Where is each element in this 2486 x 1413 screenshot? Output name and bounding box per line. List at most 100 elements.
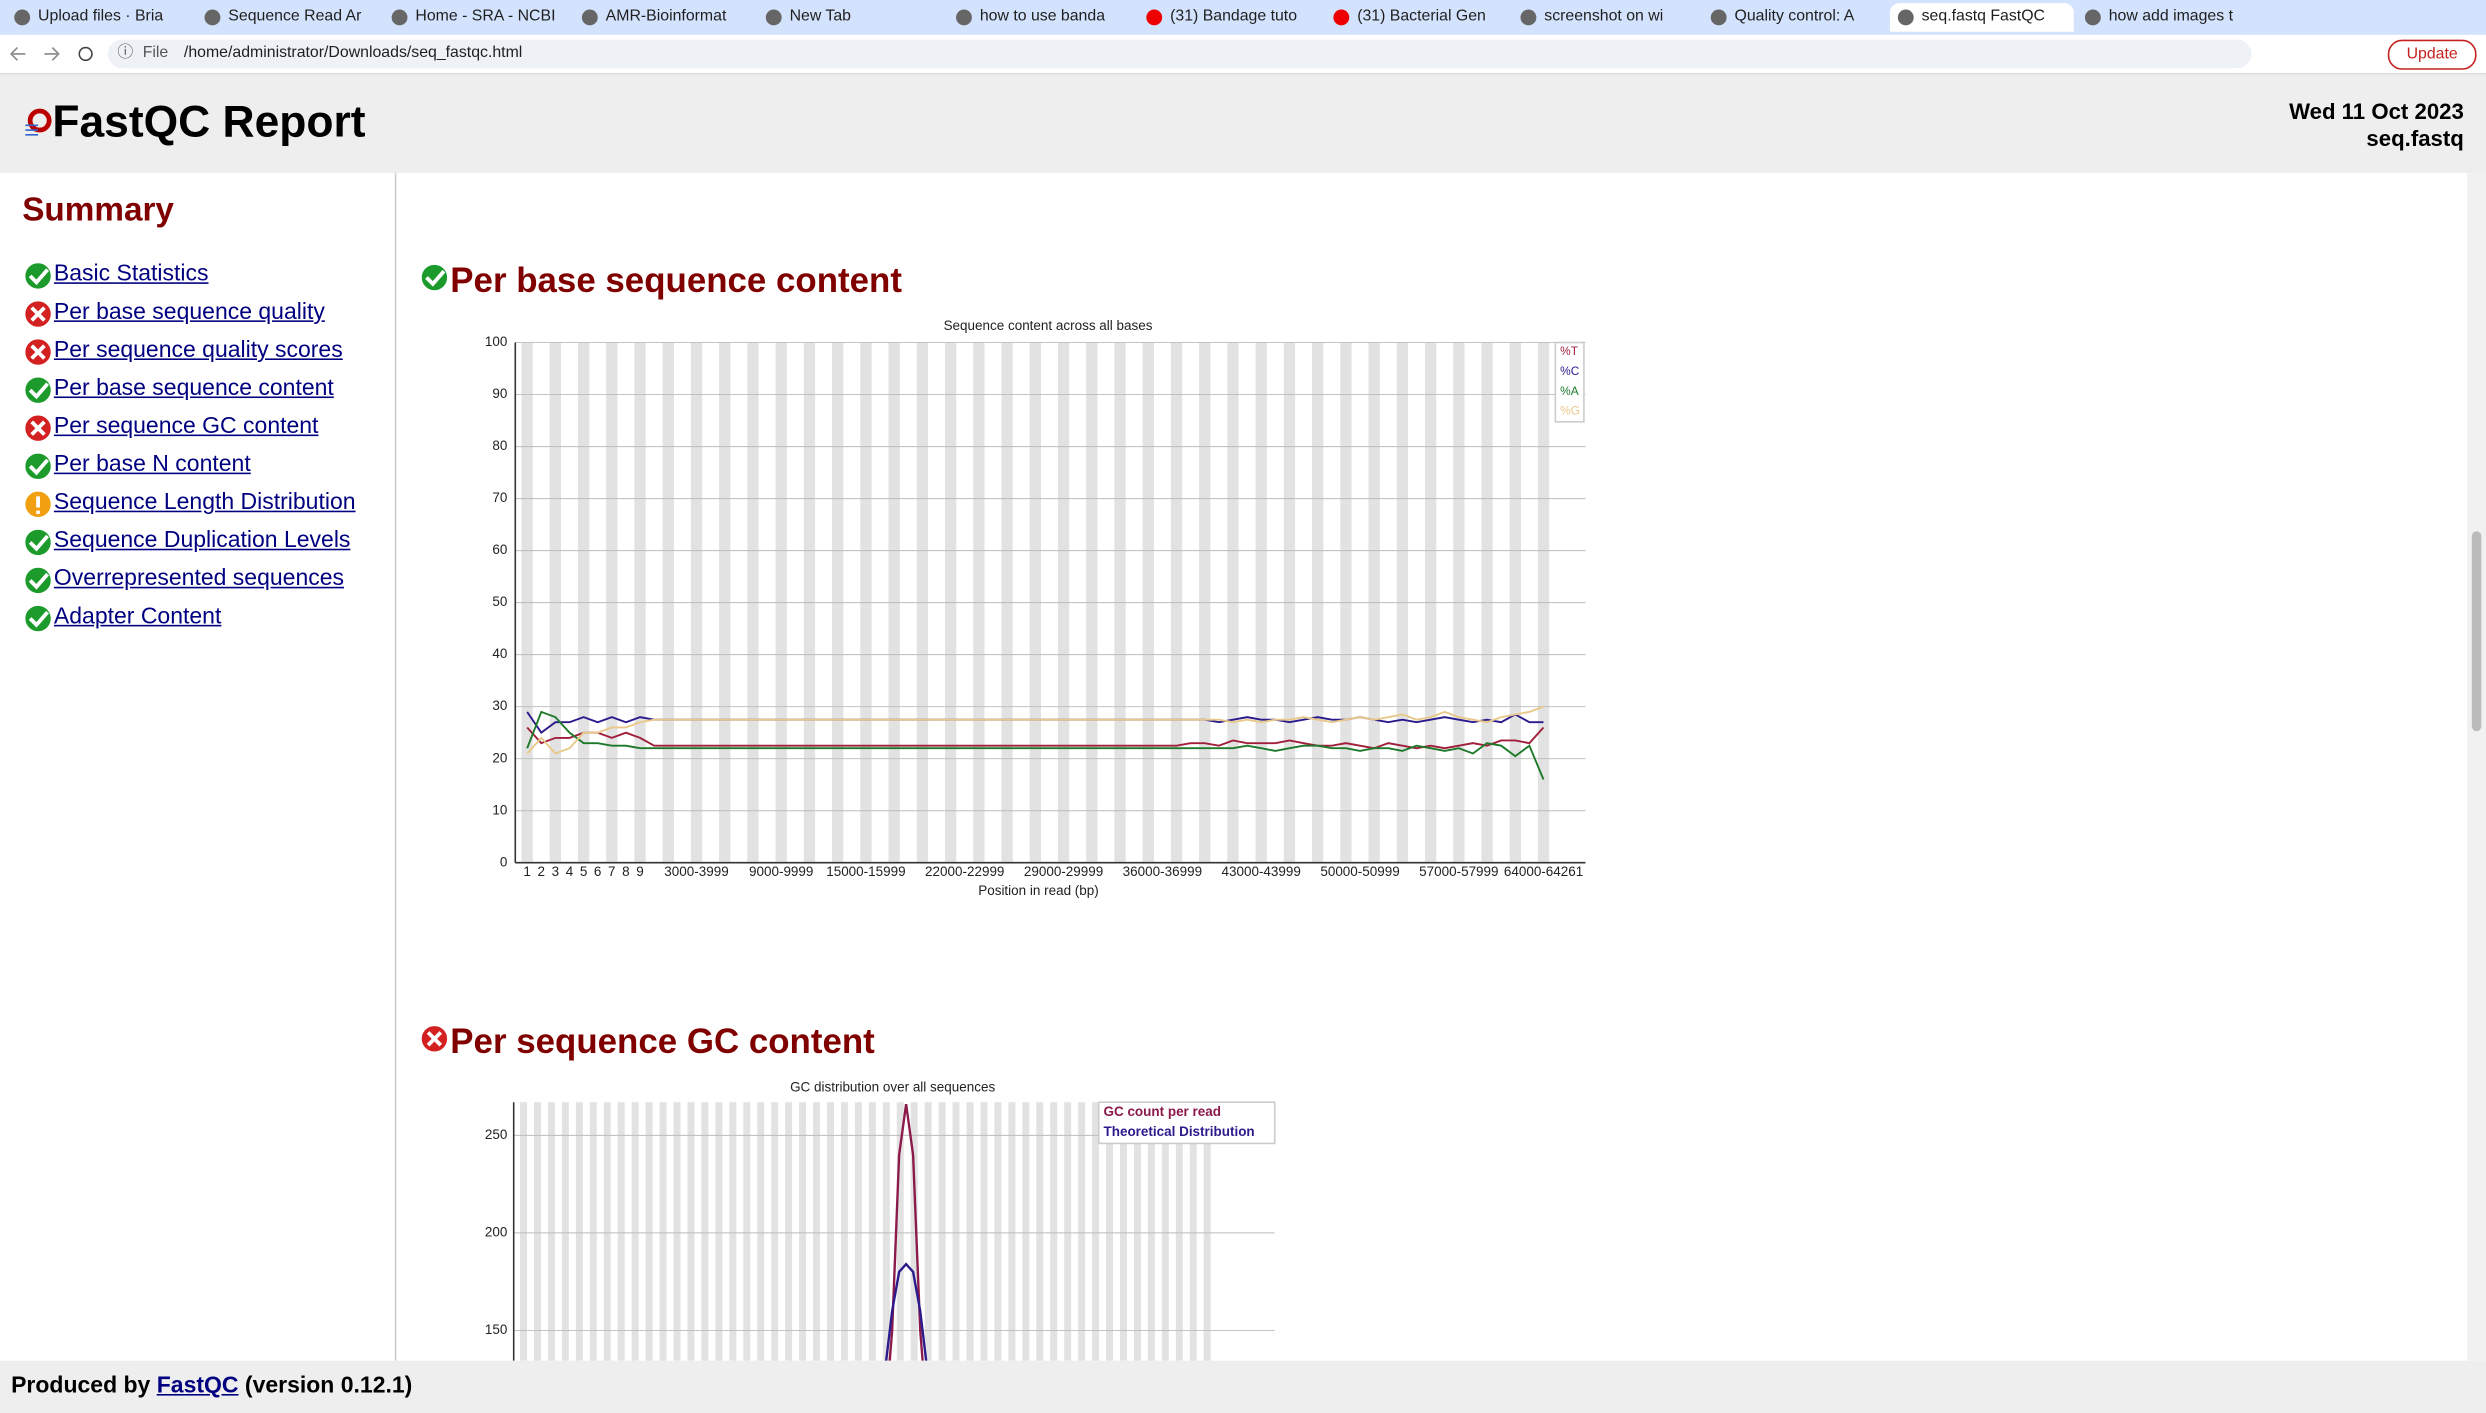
legend-box	[1554, 341, 1585, 423]
browser-tab[interactable]: seq.fastq FastQC	[1889, 3, 2074, 32]
tab-icon	[1333, 9, 1350, 26]
band	[952, 1102, 960, 1361]
legend-entry: GC count per read	[1104, 1104, 1221, 1119]
band	[687, 1102, 695, 1361]
summary-link[interactable]: Sequence Length Distribution	[53, 490, 356, 516]
footer: Produced by FastQC (version 0.12.1)	[0, 1360, 2486, 1413]
x-tick-label: 29000-29999	[1024, 864, 1103, 879]
browser-tab[interactable]: New Tab	[758, 3, 942, 32]
band	[1022, 1102, 1030, 1361]
y-tick-label: 80	[492, 438, 507, 453]
tab-icon	[14, 9, 31, 26]
band	[575, 1102, 583, 1361]
summary-link[interactable]: Adapter Content	[53, 604, 222, 630]
section-heading: Per sequence GC content	[450, 1021, 875, 1061]
series-line	[884, 1262, 928, 1361]
summary-link[interactable]: Per sequence GC content	[53, 413, 319, 440]
band	[1161, 1102, 1169, 1361]
band	[757, 1102, 765, 1361]
series-line	[888, 1103, 924, 1361]
tab-icon	[1710, 9, 1727, 26]
status-icon	[23, 337, 53, 367]
summary-link[interactable]: Per sequence quality scores	[53, 337, 343, 364]
summary-title: Summary	[22, 191, 174, 229]
browser-tab[interactable]: (31) Bacterial Gen	[1325, 3, 1509, 32]
y-tick-label: 100	[485, 334, 507, 349]
summary-link[interactable]: Per base sequence quality	[53, 299, 325, 326]
band	[924, 1102, 932, 1361]
report-title: FastQC Report	[52, 96, 366, 146]
band	[1050, 1102, 1058, 1361]
x-tick-label: 15000-15999	[826, 864, 905, 879]
footer-link[interactable]: FastQC	[156, 1373, 239, 1399]
browser-tab[interactable]: Quality control: A	[1703, 3, 1887, 32]
report-date: Wed 11 Oct 2023	[2289, 98, 2464, 124]
browser-tab[interactable]: Home - SRA - NCBI	[384, 3, 568, 32]
browser-tab[interactable]: (31) Bandage tuto	[1138, 3, 1322, 32]
omnibox[interactable]: ⓘ File /home/administrator/Downloads/seq…	[107, 39, 2252, 69]
info-icon: ⓘ	[117, 44, 134, 62]
band	[701, 1102, 709, 1361]
browser-tab[interactable]: screenshot on wi	[1513, 3, 1697, 32]
x-tick-label: 36000-36999	[1123, 864, 1202, 879]
band	[1203, 1102, 1211, 1361]
summary-link[interactable]: Basic Statistics	[53, 261, 209, 288]
fastqc-logo	[25, 108, 52, 136]
summary-link[interactable]: Overrepresented sequences	[53, 566, 345, 592]
footer-suffix: (version 0.12.1)	[244, 1373, 413, 1399]
status-icon	[23, 528, 53, 557]
band	[533, 1102, 541, 1361]
scroll-thumb[interactable]	[2471, 531, 2482, 732]
x-tick-label: 5	[580, 864, 587, 879]
band	[785, 1102, 793, 1361]
band	[854, 1102, 862, 1361]
tab-icon	[2084, 9, 2101, 26]
summary-link[interactable]: Sequence Duplication Levels	[53, 528, 351, 554]
report-header: FastQC Report Wed 11 Oct 2023 seq.fastq	[0, 74, 2486, 173]
status-icon	[23, 261, 53, 291]
band	[729, 1102, 737, 1361]
y-tick-label: 40	[492, 646, 507, 661]
summary-link[interactable]: Per base sequence content	[53, 375, 334, 402]
summary-link[interactable]: Per base N content	[53, 451, 251, 478]
browser-tab[interactable]: AMR-Bioinformat	[574, 3, 758, 32]
browser-tab[interactable]: Sequence Read Ar	[197, 3, 381, 32]
band	[868, 1102, 876, 1361]
status-icon	[23, 413, 53, 443]
status-icon	[23, 490, 53, 519]
tab-icon	[1146, 9, 1163, 26]
band	[520, 1102, 528, 1361]
band	[645, 1102, 653, 1361]
update-button[interactable]: Update	[2387, 39, 2477, 70]
band	[896, 1102, 904, 1361]
band	[813, 1102, 821, 1361]
report-meta: Wed 11 Oct 2023 seq.fastq	[2289, 98, 2464, 152]
browser-tab[interactable]: how to use banda	[948, 3, 1132, 32]
band	[980, 1102, 988, 1361]
report-file: seq.fastq	[2366, 125, 2464, 151]
nav-buttons[interactable]	[9, 43, 99, 65]
x-tick-label: 7	[608, 864, 615, 879]
band	[1078, 1102, 1086, 1361]
y-tick-label: 20	[492, 750, 507, 765]
browser-tab[interactable]: Upload files · Bria	[6, 3, 190, 32]
band	[603, 1102, 611, 1361]
tab-icon	[1520, 9, 1537, 26]
x-tick-label: 4	[566, 864, 574, 879]
scrollbar[interactable]	[2467, 172, 2486, 1361]
tab-icon	[1897, 9, 1914, 26]
band	[631, 1102, 639, 1361]
band	[771, 1102, 779, 1361]
browser-tab[interactable]: how add images t	[2077, 3, 2261, 32]
y-tick-label: 150	[485, 1322, 507, 1337]
x-tick-label: 8	[622, 864, 629, 879]
x-tick-label: 2	[537, 864, 544, 879]
series-line	[526, 710, 1545, 780]
band	[1189, 1102, 1197, 1361]
band	[547, 1102, 555, 1361]
band	[1008, 1102, 1016, 1361]
chart-title: Sequence content across all bases	[944, 318, 1153, 333]
x-tick-label: 22000-22999	[925, 864, 1004, 879]
band	[826, 1102, 834, 1361]
